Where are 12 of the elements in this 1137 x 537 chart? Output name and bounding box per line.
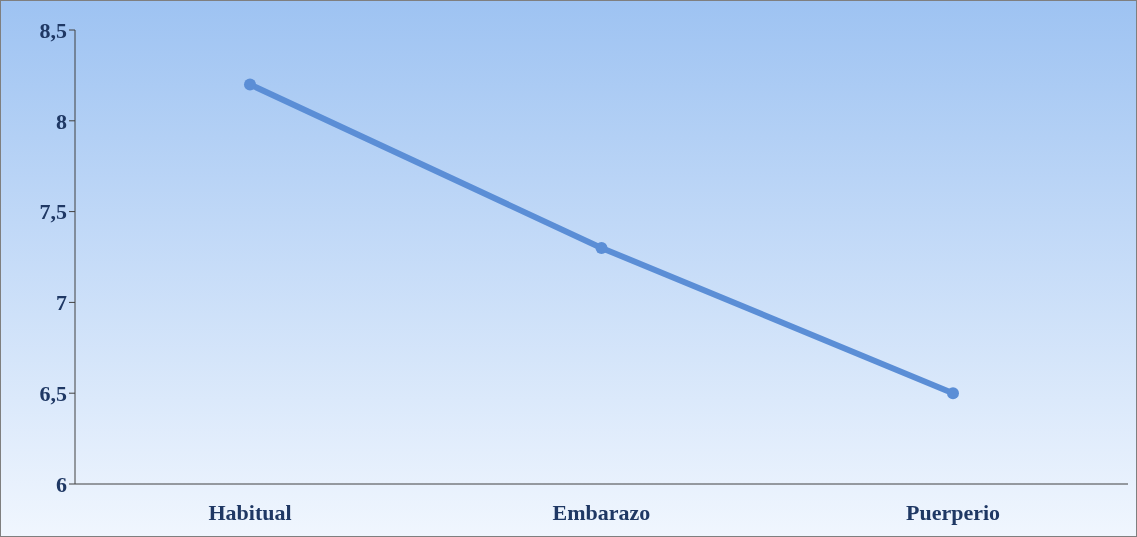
point <box>595 241 608 254</box>
y-tick-label: 7 <box>56 290 67 316</box>
y-tick-label: 6,5 <box>39 381 67 407</box>
y-tick-label: 7,5 <box>39 199 67 225</box>
y-tick-label: 6 <box>56 471 67 497</box>
y-tick-label: 8,5 <box>39 17 67 43</box>
point <box>947 387 959 400</box>
point <box>244 78 256 91</box>
x-tick-label: Embarazo <box>552 499 651 525</box>
x-tick-label: Habitual <box>208 499 292 525</box>
y-tick-label: 8 <box>56 108 67 134</box>
x-tick-label: Puerperio <box>905 499 1001 525</box>
